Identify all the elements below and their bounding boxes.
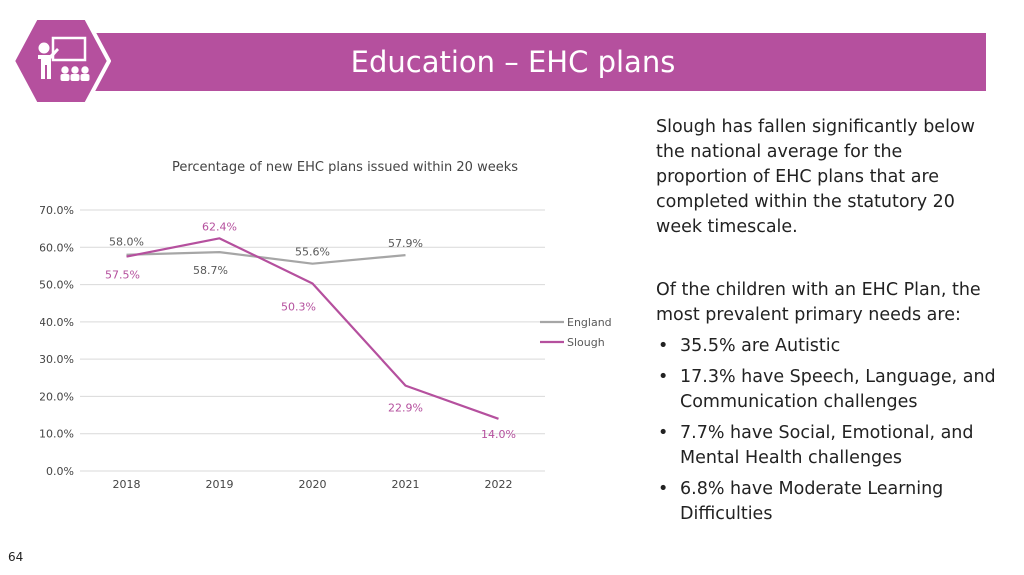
x-tick-label: 2019 [206, 478, 234, 491]
x-tick-label: 2021 [392, 478, 420, 491]
list-item: 35.5% are Autistic [656, 334, 996, 359]
data-label: 62.4% [202, 220, 237, 233]
y-tick-label: 10.0% [40, 428, 74, 441]
data-label: 57.9% [388, 237, 423, 250]
data-label: 57.5% [105, 269, 140, 282]
data-label: 55.6% [295, 246, 330, 259]
data-label: 22.9% [388, 402, 423, 415]
legend-item: England [567, 316, 612, 329]
x-tick-label: 2020 [299, 478, 327, 491]
series-line-england [126, 251, 406, 265]
page-title: Education – EHC plans [350, 45, 676, 79]
y-tick-label: 30.0% [40, 353, 74, 366]
chart-svg: 0.0% 10.0% 20.0% 30.0% 40.0% 50.0% 60.0% 70.0% 2… [40, 204, 612, 491]
y-tick-label: 60.0% [40, 241, 74, 254]
data-label: 58.0% [109, 236, 144, 249]
y-tick-label: 70.0% [40, 204, 74, 217]
chart-title: Percentage of new EHC plans issued withi… [171, 160, 519, 175]
list-item: 17.3% have Speech, Language, and Communi… [656, 365, 996, 415]
legend-item: Slough [567, 336, 605, 349]
needs-intro: Of the children with an EHC Plan, the mo… [656, 280, 981, 325]
y-tick-label: 0.0% [46, 465, 74, 478]
needs-list: 35.5% are Autistic 17.3% have Speech, La… [656, 334, 996, 527]
y-tick-label: 20.0% [40, 390, 74, 403]
header-bar: Education – EHC plans [40, 33, 986, 91]
data-label: 58.7% [193, 264, 228, 277]
line-chart: Percentage of new EHC plans issued withi… [40, 150, 630, 500]
x-tick-label: 2022 [485, 478, 513, 491]
summary-paragraph: Slough has fallen significantly below th… [656, 117, 975, 237]
list-item: 7.7% have Social, Emotional, and Mental … [656, 421, 996, 471]
summary-text: Slough has fallen significantly below th… [656, 115, 996, 533]
list-item: 6.8% have Moderate Learning Difficulties [656, 477, 996, 527]
data-label: 50.3% [281, 300, 316, 313]
page-number: 64 [8, 550, 24, 564]
data-label: 14.0% [481, 428, 516, 441]
series-line-slough [126, 237, 499, 420]
x-tick-label: 2018 [113, 478, 141, 491]
y-tick-label: 40.0% [40, 316, 74, 329]
teacher-icon [11, 16, 111, 106]
y-tick-label: 50.0% [40, 279, 74, 292]
